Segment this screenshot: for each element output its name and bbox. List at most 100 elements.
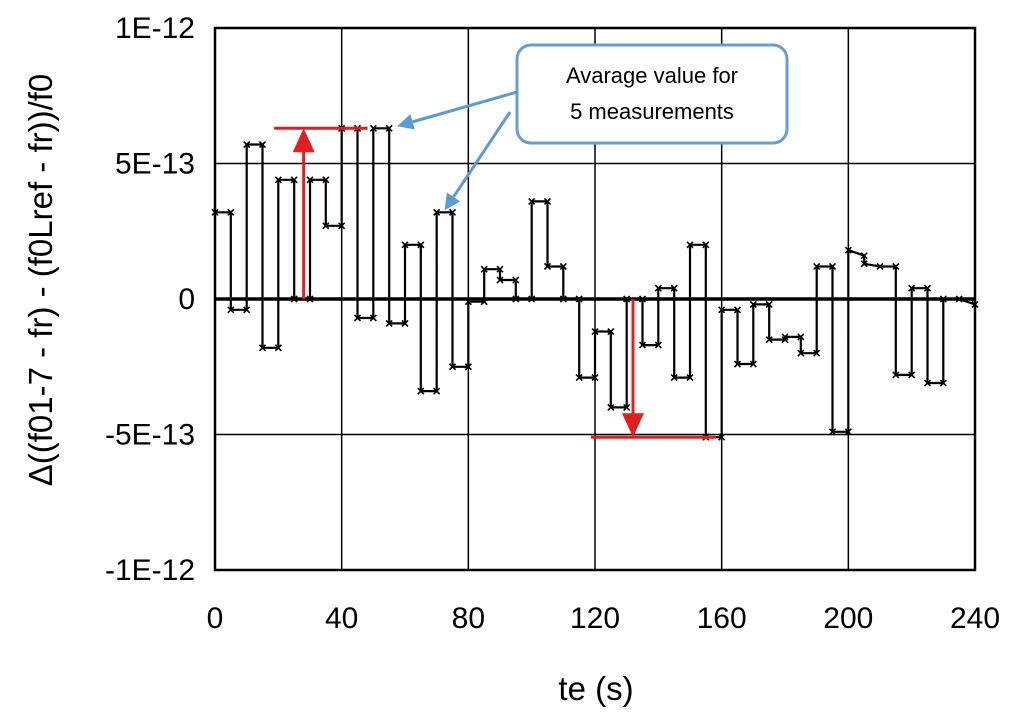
callout-arrow-line: [452, 111, 512, 198]
data-point-marker: [448, 208, 457, 216]
data-point-marker: [385, 124, 393, 132]
data-point-marker: [338, 222, 346, 230]
x-tick-label: 240: [950, 602, 1000, 635]
data-point-marker: [718, 433, 726, 441]
data-point-marker: [433, 208, 441, 216]
data-point-marker: [781, 336, 789, 344]
data-point-marker: [797, 333, 805, 341]
data-point-marker: [353, 314, 362, 322]
annotation-callout: Avarage value for 5 measurements: [515, 43, 789, 145]
data-point-marker: [733, 306, 742, 314]
data-point-marker: [591, 374, 599, 382]
x-tick-labels: 0 40 80 120 160 200 240: [207, 602, 1000, 635]
data-point-marker: [401, 319, 409, 327]
data-point-marker: [496, 265, 504, 273]
x-tick-label: 80: [452, 602, 485, 635]
data-point-marker: [686, 374, 694, 382]
data-point-marker: [892, 371, 900, 379]
series-layer: [211, 124, 979, 441]
data-point-marker: [765, 300, 773, 308]
data-point-marker: [274, 344, 282, 352]
data-point-marker: [844, 428, 852, 436]
data-point-marker: [417, 241, 425, 249]
data-point-marker: [227, 306, 235, 314]
callout-box: [515, 43, 789, 145]
range-arrow-head: [292, 128, 315, 153]
callout-arrows: [397, 90, 518, 211]
data-point-marker: [480, 265, 488, 273]
data-point-marker: [290, 176, 298, 184]
range-markers: [274, 126, 716, 439]
plot-frame: [213, 26, 977, 572]
data-point-marker: [607, 403, 615, 411]
data-point-marker: [765, 336, 773, 344]
y-tick-label: 0: [178, 283, 195, 316]
data-point-marker: [243, 140, 251, 149]
data-point-marker: [591, 327, 599, 336]
data-point-marker: [433, 387, 441, 395]
data-point-marker: [322, 176, 330, 184]
data-point-marker: [908, 284, 916, 292]
y-tick-label: -1E-12: [105, 554, 195, 587]
data-point-marker: [718, 306, 726, 314]
data-point-marker: [274, 176, 282, 184]
x-tick-label: 40: [325, 602, 358, 635]
data-point-marker: [543, 197, 552, 206]
data-point-marker: [844, 246, 852, 254]
data-point-marker: [813, 262, 821, 271]
data-point-marker: [559, 262, 567, 271]
series-line: [215, 127, 976, 439]
x-tick-label: 200: [823, 602, 873, 635]
data-point-marker: [322, 222, 330, 230]
data-point-marker: [258, 344, 267, 352]
data-point-marker: [828, 262, 837, 271]
data-point-marker: [797, 349, 805, 357]
data-point-marker: [227, 208, 235, 216]
data-point-marker: [243, 306, 251, 314]
range-arrow-head: [622, 413, 644, 438]
data-point-marker: [369, 124, 377, 132]
data-point-marker: [733, 360, 742, 368]
data-point-marker: [385, 319, 393, 327]
data-point-marker: [306, 176, 314, 184]
data-point-marker: [860, 252, 868, 260]
data-point-marker: [258, 140, 267, 149]
data-point-marker: [828, 428, 837, 436]
data-point-marker: [623, 403, 631, 411]
data-point-marker: [543, 262, 552, 271]
data-point-marker: [654, 341, 662, 349]
data-point-marker: [638, 341, 647, 349]
data-point-marker: [512, 276, 520, 284]
data-point-marker: [670, 284, 678, 292]
callout-line-2: 5 measurements: [570, 99, 734, 124]
data-point-marker: [892, 262, 900, 271]
y-tick-label: 5E-13: [115, 148, 195, 181]
data-point-marker: [939, 379, 947, 387]
data-point-marker: [670, 374, 678, 382]
y-tick-label: -5E-13: [105, 419, 195, 452]
data-point-marker: [686, 241, 694, 249]
data-point-marker: [876, 262, 884, 271]
data-point-marker: [860, 260, 868, 268]
x-tick-label: 0: [207, 602, 224, 635]
data-point-marker: [496, 276, 504, 284]
data-point-marker: [923, 379, 932, 387]
data-point-marker: [749, 360, 757, 368]
callout-arrow-head: [444, 192, 461, 211]
data-point-marker: [417, 387, 425, 395]
y-axis-title: Δ((f01-7 - fr) - (f0Lref - fr))/f0: [22, 74, 59, 487]
callout-line-1: Avarage value for: [566, 63, 738, 88]
data-point-marker: [923, 284, 932, 292]
data-point-marker: [908, 371, 916, 379]
data-point-marker: [813, 349, 821, 357]
data-point-marker: [528, 197, 536, 206]
data-point-marker: [781, 333, 789, 341]
data-point-marker: [464, 363, 472, 371]
data-point-marker: [448, 363, 457, 371]
y-tick-label: 1E-12: [115, 12, 195, 45]
data-point-marker: [749, 300, 757, 308]
callout-arrow-head: [397, 114, 415, 130]
x-axis-title: te (s): [558, 670, 633, 707]
data-point-marker: [607, 327, 615, 336]
